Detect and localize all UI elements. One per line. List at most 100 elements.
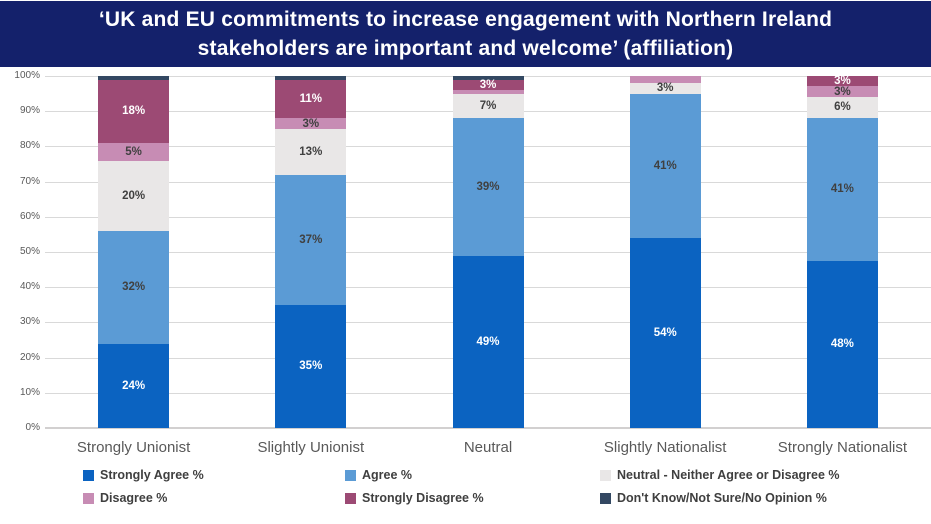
- bar-segment: 3%: [629, 82, 701, 95]
- y-axis-tick-label: 70%: [19, 175, 40, 187]
- bar-segment-label: 13%: [299, 145, 323, 158]
- bar-slot: 35% 37% 13% 3% 11%: [222, 76, 399, 428]
- bar-segment-label: 7%: [479, 99, 497, 112]
- bar-segment: 3%: [806, 75, 878, 88]
- bar-slot: 49% 39% 7% 3%: [399, 76, 576, 428]
- bar-segment-label: 20%: [122, 189, 146, 202]
- bar-segment: 54%: [629, 237, 701, 428]
- bar-segment: 41%: [806, 117, 878, 261]
- bar-segment-label: 24%: [122, 379, 146, 392]
- chart-title-line-1: ‘UK and EU commitments to increase engag…: [98, 8, 833, 31]
- x-axis-category-label: Slightly Nationalist: [603, 438, 727, 456]
- bar-segment: 3%: [806, 85, 878, 98]
- chart-title-line-2: stakeholders are important and welcome’ …: [197, 37, 734, 60]
- legend-swatch-icon: [345, 469, 356, 481]
- bar-segment-label: 11%: [299, 92, 322, 105]
- y-axis-tick-label: 80%: [19, 140, 40, 152]
- plot-area: 0% 10% 20% 30% 40% 50% 60% 70% 80% 90% 100% 24% 32% 2…: [0, 70, 931, 433]
- y-axis-tick-label: 50%: [19, 246, 40, 257]
- y-axis-tick-label: 100%: [14, 70, 40, 81]
- y-axis-tick-label: 60%: [19, 210, 40, 222]
- bar-segment: 3%: [275, 117, 347, 130]
- bar-slot: 54% 41% 3%: [577, 76, 754, 428]
- legend-swatch-icon: [345, 492, 356, 504]
- bar-segment-label: 3%: [656, 82, 674, 95]
- bar-segment-label: 41%: [830, 183, 854, 196]
- bar-segment-label: 37%: [299, 233, 323, 246]
- bar-segment: 39%: [452, 118, 524, 256]
- bar-segment: 11%: [275, 79, 347, 119]
- bar-segment-label: 3%: [834, 75, 851, 88]
- bar-segment-label: 3%: [302, 117, 320, 130]
- bar-segment-label: 32%: [122, 281, 146, 294]
- legend-item: Neutral - Neither Agree or Disagree %: [600, 468, 931, 482]
- bar-segment: [452, 90, 524, 94]
- bar-segment: 32%: [98, 230, 170, 344]
- bar-segment: 48%: [806, 260, 878, 428]
- legend-swatch-icon: [83, 469, 94, 481]
- y-axis-tick-label: 30%: [19, 316, 40, 328]
- stacked-bar: 35% 37% 13% 3% 11%: [275, 76, 347, 428]
- legend-label: Neutral - Neither Agree or Disagree %: [617, 468, 840, 482]
- legend-label: Disagree %: [100, 491, 168, 505]
- bar-segment-label: 3%: [479, 78, 497, 91]
- y-axis-tick-label: 40%: [19, 281, 40, 293]
- legend-label: Agree %: [362, 468, 413, 482]
- x-axis-category-label: Slightly Unionist: [257, 438, 365, 456]
- bar-segment: 41%: [629, 93, 701, 238]
- bar-segment: 18%: [98, 79, 170, 143]
- legend-label: Strongly Agree %: [100, 468, 204, 482]
- stacked-bar: 24% 32% 20% 5% 18%: [98, 76, 170, 428]
- y-axis-tick-label: 0%: [25, 422, 40, 433]
- legend-swatch-icon: [83, 492, 94, 504]
- y-axis-tick-label: 10%: [19, 386, 40, 398]
- legend-item: Agree %: [345, 468, 600, 482]
- legend-item: Don't Know/Not Sure/No Opinion %: [600, 491, 931, 505]
- bar-segment: 7%: [452, 93, 524, 119]
- bar-segment-label: 48%: [830, 338, 854, 351]
- bar-segment-label: 54%: [653, 326, 677, 339]
- x-axis-line: [45, 427, 931, 429]
- bar-segment-label: 39%: [476, 180, 500, 193]
- bar-segment: 5%: [98, 142, 170, 161]
- stacked-bar: 48% 41% 6% 3% 3%: [806, 75, 878, 428]
- bars-container: 24% 32% 20% 5% 18% 35% 37% 13% 3% 11% 49% 39% 7% 3% 54…: [45, 75, 931, 428]
- bar-segment: 20%: [98, 160, 170, 231]
- x-axis-category-label: Strongly Unionist: [76, 438, 191, 456]
- bar-segment-label: 6%: [834, 101, 851, 114]
- x-axis-labels: Strongly Unionist Slightly Unionist Neutra…: [45, 428, 931, 466]
- y-axis-tick-label: 90%: [19, 105, 40, 117]
- bar-segment: 6%: [806, 96, 878, 118]
- bar-segment-label: 5%: [125, 145, 142, 158]
- bar-segment: 49%: [452, 255, 524, 428]
- x-axis-category-label: Strongly Nationalist: [777, 438, 908, 456]
- chart-title: ‘UK and EU commitments to increase engag…: [0, 1, 931, 67]
- stacked-bar: 49% 39% 7% 3%: [452, 76, 524, 428]
- legend-swatch-icon: [600, 469, 611, 481]
- bar-segment: [629, 76, 701, 84]
- stacked-bar: 54% 41% 3%: [629, 76, 701, 428]
- bar-segment: [452, 76, 524, 80]
- y-axis-tick-label: 20%: [19, 351, 40, 363]
- bar-segment-label: 49%: [476, 335, 500, 348]
- bar-segment-label: 3%: [834, 85, 851, 98]
- bar-segment: [98, 76, 170, 80]
- legend-item: Strongly Agree %: [83, 468, 345, 482]
- legend-item: Disagree %: [83, 491, 345, 505]
- bar-segment-label: 41%: [653, 159, 677, 172]
- bar-segment: [275, 76, 347, 80]
- bar-segment: 35%: [275, 304, 347, 428]
- bar-segment: 13%: [275, 128, 347, 175]
- x-axis-category-label: Neutral: [463, 438, 513, 456]
- bar-segment-label: 35%: [299, 360, 323, 373]
- bar-segment-label: 18%: [122, 105, 146, 118]
- bar-segment: 3%: [452, 78, 524, 91]
- legend-label: Don't Know/Not Sure/No Opinion %: [617, 491, 827, 505]
- bar-slot: 24% 32% 20% 5% 18%: [45, 76, 222, 428]
- legend: Strongly Agree % Agree % Neutral - Neither…: [83, 468, 931, 505]
- legend-item: Strongly Disagree %: [345, 491, 600, 505]
- bar-segment: 24%: [98, 343, 170, 428]
- bar-slot: 48% 41% 6% 3% 3%: [754, 75, 931, 428]
- legend-swatch-icon: [600, 492, 611, 504]
- legend-label: Strongly Disagree %: [362, 491, 484, 505]
